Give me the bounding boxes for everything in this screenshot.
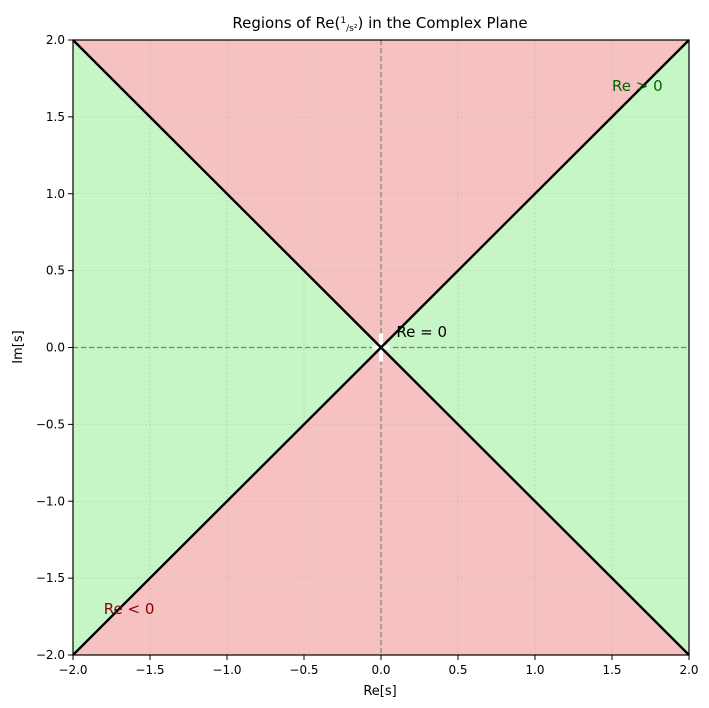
y-tick-label: 1.0: [46, 187, 65, 201]
y-tick-label: 2.0: [46, 33, 65, 47]
x-axis-label: Re[s]: [363, 684, 396, 699]
x-tick-label: 1.5: [602, 663, 621, 677]
boundary-line-2: [72, 39, 690, 656]
x-tick-label: 1.0: [525, 663, 544, 677]
y-tick-label: −1.5: [36, 571, 65, 585]
annotation-2: Re = 0: [396, 323, 447, 341]
x-tick-label: −0.5: [289, 663, 318, 677]
x-tick-label: −1.0: [212, 663, 241, 677]
chart-title: Regions of Re(1/s²) in the Complex Plane: [232, 14, 527, 34]
y-tick-label: −1.0: [36, 494, 65, 508]
plot-area: [68, 39, 690, 660]
x-tick-label: 0.5: [448, 663, 467, 677]
y-tick-label: −2.0: [36, 648, 65, 662]
x-tick-label: −1.5: [135, 663, 164, 677]
y-axis-label: Im[s]: [11, 330, 26, 363]
y-tick-label: −0.5: [36, 417, 65, 431]
y-tick-label: 0.0: [46, 341, 65, 355]
x-tick-label: −2.0: [58, 663, 87, 677]
x-tick-label: 2.0: [679, 663, 698, 677]
y-tick-label: 1.5: [46, 110, 65, 124]
y-tick-label: 0.5: [46, 264, 65, 278]
annotation-0: Re > 0: [612, 77, 663, 95]
x-tick-label: 0.0: [371, 663, 390, 677]
annotation-1: Re < 0: [104, 600, 155, 618]
